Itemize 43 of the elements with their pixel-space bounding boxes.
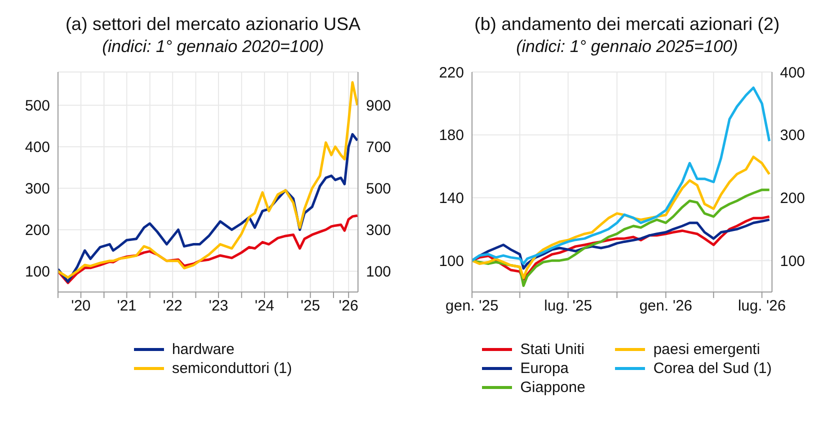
y2-tick-label: 300 [366,222,392,240]
legend-label: Giappone [520,379,586,396]
legend-label: Corea del Sud (1) [653,360,772,377]
chart-title: (a) settori del mercato azionario USA [64,14,362,35]
legend-label: Stati Uniti [520,341,584,358]
y-tick-label: 220 [438,64,464,82]
x-tick-label: '25 [300,298,320,315]
chart-title: (b) andamento dei mercati azionari (2) [473,14,781,35]
y2-tick-label: 200 [780,190,806,208]
legend-label: semiconduttori (1) [172,360,292,377]
y2-tick-label: 100 [366,264,392,281]
x-tick-label: '24 [254,298,274,315]
y-tick-label: 180 [438,127,464,144]
y2-tick-label: 500 [366,180,392,198]
y2-tick-label: 300 [780,127,806,144]
x-tick-label: '20 [71,298,91,315]
legend-label: Europa [520,360,569,377]
line-series [472,86,771,265]
x-tick-label: gen. '25 [446,298,498,315]
x-tick-label: gen. '26 [639,298,692,315]
y-tick-label: 140 [438,190,464,208]
y-tick-label: 500 [24,98,50,115]
y2-tick-label: 100 [780,252,806,270]
legend-label: hardware [172,341,235,358]
y2-tick-label: 700 [366,139,392,156]
x-tick-label: '23 [208,298,228,315]
chart-subtitle: (indici: 1° gennaio 2020=100) [101,37,325,57]
x-tick-label: '26 [338,298,358,315]
y-tick-label: 100 [24,264,50,281]
y2-tick-label: 900 [366,98,392,115]
x-tick-label: lug. '26 [738,298,786,315]
x-tick-label: lug. '25 [544,298,592,315]
x-tick-label: '21 [116,298,137,315]
legend-label: paesi emergenti [653,341,760,358]
y-tick-label: 100 [438,252,464,270]
y-tick-label: 300 [24,180,50,198]
y-tick-label: 200 [24,222,50,240]
y-tick-label: 400 [24,139,50,156]
chart-subtitle: (indici: 1° gennaio 2025=100) [515,37,739,57]
line-series [472,156,771,280]
x-tick-label: '22 [162,298,182,315]
y2-tick-label: 400 [780,64,806,82]
line-series [58,81,358,279]
